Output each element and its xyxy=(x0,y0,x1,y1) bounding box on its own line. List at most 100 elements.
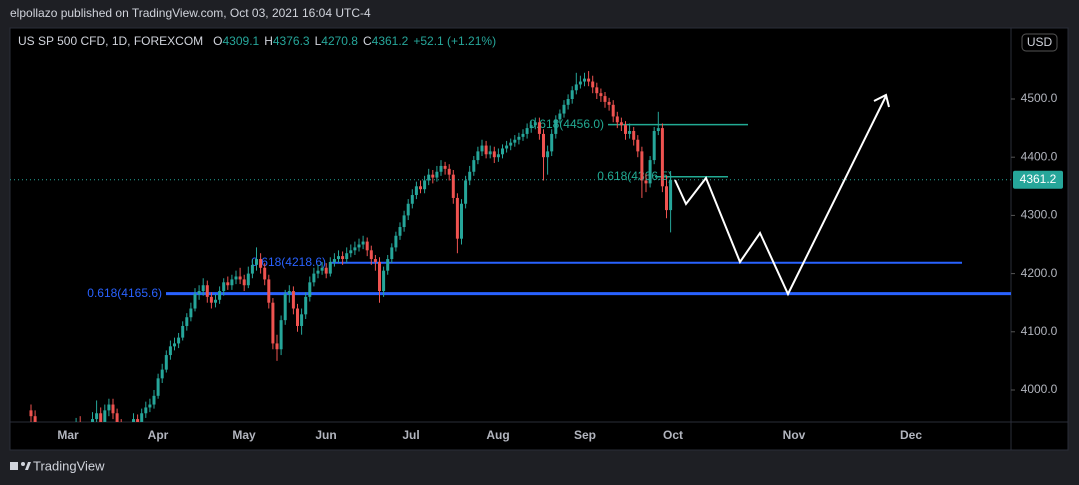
candle-body xyxy=(283,293,287,321)
candle-body xyxy=(607,101,611,105)
candle-body xyxy=(234,276,238,280)
y-tick-label: 4000.0 xyxy=(1021,382,1058,396)
y-tick-label: 4300.0 xyxy=(1021,208,1058,222)
candle-body xyxy=(341,256,345,260)
candle-body xyxy=(275,343,279,350)
candle-body xyxy=(414,186,418,196)
candle-body xyxy=(558,113,562,120)
candle-body xyxy=(136,419,140,422)
projection-path xyxy=(674,95,887,297)
candle-body xyxy=(29,410,33,417)
candle-body xyxy=(525,128,529,134)
candle-body xyxy=(574,84,578,91)
candle-body xyxy=(205,285,209,297)
candle-body xyxy=(349,250,353,254)
fib-label: 0.618(4165.6) xyxy=(87,286,162,300)
candle-body xyxy=(132,419,135,422)
candle-body xyxy=(107,404,111,411)
candle-body xyxy=(271,302,275,344)
y-tick-label: 4100.0 xyxy=(1021,324,1058,338)
ohlc-value: 4361.2 xyxy=(372,34,409,48)
fib-label: 0.618(4456.0) xyxy=(529,117,604,131)
currency-button[interactable] xyxy=(1021,33,1058,52)
candle-body xyxy=(50,477,53,485)
candle-body xyxy=(427,174,431,181)
ohlc-value: 4376.3 xyxy=(273,34,310,48)
candle-body xyxy=(156,378,160,396)
x-tick-label: May xyxy=(232,428,256,442)
candle-body xyxy=(365,241,369,251)
candle-body xyxy=(644,180,648,184)
candle-body xyxy=(628,131,632,134)
candle-body xyxy=(402,215,406,228)
candle-body xyxy=(472,160,476,172)
candle-body xyxy=(369,250,373,260)
candle-body xyxy=(255,259,258,265)
brand: TradingView xyxy=(33,458,105,473)
candle-body xyxy=(501,148,504,155)
candle-body xyxy=(554,119,558,134)
candle-body xyxy=(615,116,619,123)
candle-body xyxy=(250,264,254,274)
candle-body xyxy=(148,404,152,408)
change: +52.1 (+1.21%) xyxy=(413,34,496,48)
candle-body xyxy=(410,195,414,204)
candle-body xyxy=(332,259,336,262)
candle-body xyxy=(181,325,185,338)
candle-body xyxy=(111,404,115,414)
candle-body xyxy=(246,273,250,286)
candle-body xyxy=(226,282,230,286)
candle-body xyxy=(517,136,521,140)
candle-body xyxy=(115,413,119,422)
ohlc-letter: O xyxy=(213,34,222,48)
currency[interactable]: USD xyxy=(1027,35,1053,49)
candle-body xyxy=(361,241,365,245)
candle-body xyxy=(95,413,99,420)
candle-body xyxy=(279,320,283,350)
candle-body xyxy=(619,122,623,126)
candle-body xyxy=(263,267,267,280)
candle-body xyxy=(578,81,582,85)
candle-body xyxy=(435,171,439,178)
candle-body xyxy=(103,410,107,422)
candle-body xyxy=(177,337,181,344)
candle-body xyxy=(304,296,308,315)
candle-body xyxy=(353,247,357,251)
candle-body xyxy=(152,395,156,405)
candle-body xyxy=(611,104,615,117)
candle-body xyxy=(201,285,205,292)
candle-body xyxy=(324,267,328,274)
candle-body xyxy=(488,151,492,155)
legend-header: US SP 500 CFD, 1D, FOREXCOM O4309.1 H4376.… xyxy=(18,34,496,48)
x-tick-label: Aug xyxy=(486,428,509,442)
candle-body xyxy=(509,142,513,146)
candle-body xyxy=(312,273,316,283)
candle-body xyxy=(665,186,668,211)
candle-body xyxy=(296,308,299,326)
x-tick-label: Mar xyxy=(57,428,79,442)
y-tick-label: 4200.0 xyxy=(1021,266,1058,280)
ohlc-value: 4270.8 xyxy=(321,34,358,48)
fib-label: 0.618(4218.6) xyxy=(251,255,326,269)
publisher: elpollazo published on TradingView.com, … xyxy=(10,6,371,20)
candle-body xyxy=(603,96,607,102)
candle-body xyxy=(464,180,468,204)
candle-body xyxy=(287,291,291,294)
candle-body xyxy=(193,293,197,309)
candle-body xyxy=(624,125,627,134)
candle-body xyxy=(373,259,377,262)
projection-arrow xyxy=(873,93,890,108)
candle-body xyxy=(513,139,517,143)
candle-body xyxy=(328,261,332,274)
candle-body xyxy=(537,122,541,134)
x-tick-label: Sep xyxy=(574,428,596,442)
candle-body xyxy=(160,369,164,379)
candle-body xyxy=(476,151,480,161)
candle-body xyxy=(648,160,652,184)
candle-body xyxy=(460,203,463,239)
candle-body xyxy=(587,78,591,82)
candle-body xyxy=(542,133,545,158)
chart-frame xyxy=(9,27,1069,451)
